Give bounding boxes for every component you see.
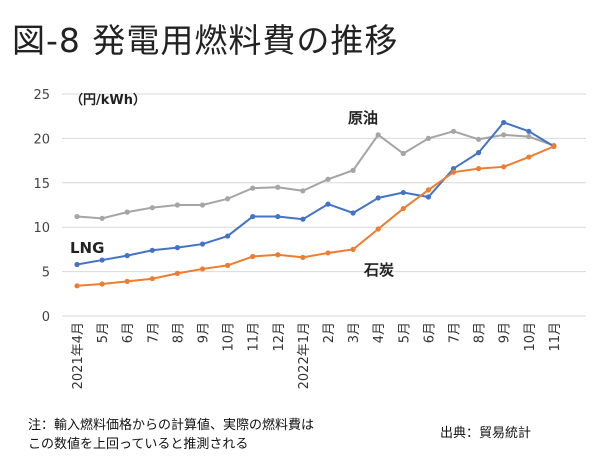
data-point (124, 253, 130, 259)
data-point (501, 164, 507, 170)
data-point (476, 136, 482, 142)
data-point (74, 213, 80, 220)
x-tick-label: 11月 (247, 322, 262, 352)
x-tick-label: 11月 (548, 322, 563, 352)
data-point (275, 184, 281, 190)
series-label: 石炭 (363, 261, 394, 279)
data-point (450, 128, 457, 134)
data-point (375, 195, 381, 201)
series-line-石炭 (76, 145, 555, 287)
x-tick-label: 4月 (372, 322, 387, 343)
data-point (275, 213, 281, 220)
x-tick-label: 9月 (498, 322, 513, 343)
source-note: 出典：貿易統計 (440, 426, 532, 441)
data-point (174, 202, 180, 208)
page-title: 図-8 発電用燃料費の推移 (12, 21, 399, 60)
data-point (400, 150, 406, 157)
data-point (425, 194, 431, 200)
data-point (250, 253, 256, 260)
data-point (250, 185, 256, 191)
data-point (350, 210, 356, 216)
data-point (124, 278, 130, 284)
data-point (425, 135, 431, 141)
x-tick-label: 8月 (171, 322, 186, 343)
data-point (450, 169, 457, 175)
x-tick-label: 8月 (473, 322, 488, 343)
x-tick-label: 2021年4月 (71, 322, 86, 389)
x-tick-label: 3月 (347, 322, 362, 343)
data-point (99, 257, 105, 263)
data-point (199, 202, 206, 208)
x-tick-label: 6月 (121, 322, 136, 343)
data-point (350, 167, 356, 173)
footnote-line-1: 注：輸入燃料価格からの計算値、実際の燃料費は (28, 418, 315, 433)
data-point (74, 261, 80, 268)
x-tick-label: 10月 (523, 322, 538, 352)
y-tick-label: 10 (33, 221, 50, 236)
data-point (400, 205, 406, 212)
data-point (400, 189, 406, 196)
series-label: 原油 (348, 109, 378, 127)
x-tick-label: 2022年1月 (297, 322, 312, 389)
data-point (526, 134, 532, 140)
x-tick-label: 5月 (397, 322, 412, 343)
data-point (149, 247, 155, 253)
data-point (375, 226, 381, 232)
data-point (225, 262, 231, 268)
x-tick-label: 12月 (272, 322, 287, 352)
data-point (526, 128, 532, 134)
data-point (375, 132, 381, 138)
y-tick-label: 25 (33, 88, 50, 103)
y-tick-label: 15 (33, 177, 50, 192)
series-label: LNG (70, 239, 104, 257)
data-point (174, 270, 180, 276)
data-point (250, 213, 256, 220)
y-tick-label: 20 (33, 132, 50, 147)
data-point (300, 254, 306, 260)
data-point (476, 165, 482, 172)
series-line-LNG (76, 121, 555, 266)
data-point (551, 143, 557, 149)
data-point (199, 241, 206, 247)
data-point (350, 246, 356, 252)
data-point (199, 266, 206, 272)
x-tick-label: 2月 (322, 322, 337, 343)
data-point (501, 132, 507, 138)
data-point (99, 215, 105, 221)
y-tick-label: 0 (42, 310, 50, 325)
data-point (174, 245, 180, 251)
data-point (149, 205, 155, 211)
data-point (425, 187, 431, 193)
x-tick-label: 5月 (96, 322, 111, 343)
data-point (74, 283, 80, 289)
series-line-原油 (76, 130, 555, 220)
x-tick-label: 7月 (146, 322, 161, 343)
data-point (124, 209, 130, 215)
y-axis-label: （円/kWh） (70, 92, 146, 108)
data-point (149, 276, 155, 282)
data-point (476, 150, 482, 156)
data-point (225, 233, 231, 239)
x-tick-label: 10月 (222, 322, 237, 352)
data-point (526, 154, 532, 160)
data-point (450, 165, 457, 172)
data-point (300, 188, 306, 194)
footnote-line-2: この数値を上回っていると推測される (28, 437, 249, 452)
data-point (501, 119, 507, 126)
y-tick-label: 5 (42, 266, 50, 281)
x-tick-label: 6月 (422, 322, 437, 343)
data-point (325, 201, 331, 207)
footnote: 注：輸入燃料価格からの計算値、実際の燃料費は この数値を上回っていると推測される (28, 416, 314, 454)
data-point (300, 216, 306, 222)
x-tick-label: 7月 (448, 322, 463, 343)
data-point (325, 250, 331, 256)
x-tick-label: 9月 (197, 322, 212, 343)
data-point (99, 281, 105, 287)
data-point (325, 176, 331, 182)
data-point (275, 252, 281, 258)
data-point (225, 196, 231, 202)
